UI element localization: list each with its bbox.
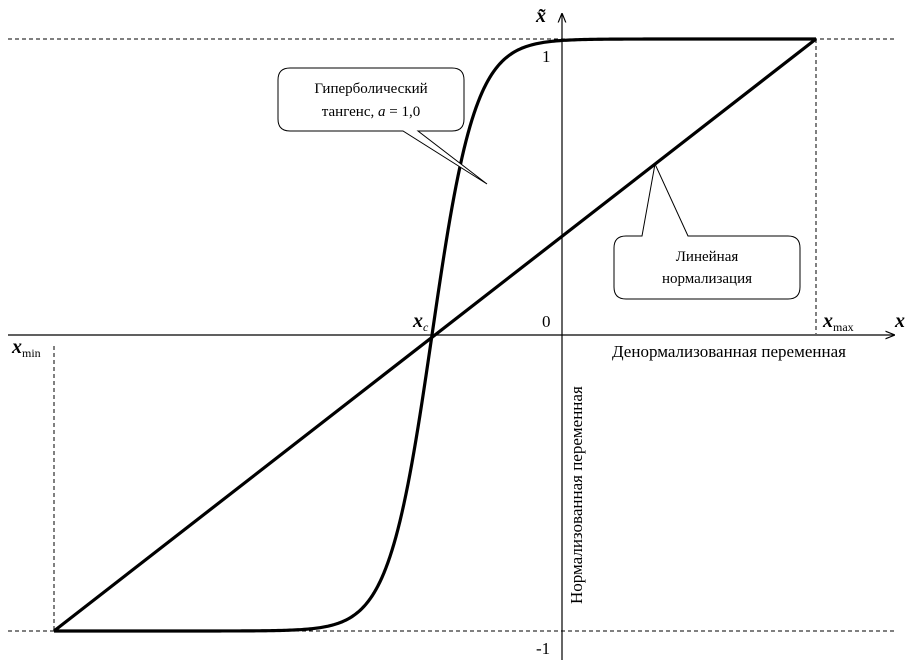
origin-label: 0 — [542, 312, 551, 331]
x-axis-caption: Денормализованная переменная — [612, 342, 846, 361]
linear-callout-line1: Линейная — [676, 249, 739, 265]
y-axis-caption: Нормализованная переменная — [567, 386, 586, 604]
linear-callout-line2: нормализация — [662, 271, 752, 287]
linear-callout: Линейная нормализация — [613, 162, 801, 300]
linear-normalization-line — [53, 37, 817, 633]
xmin-label: xmin — [11, 336, 41, 360]
tanh-curve — [54, 37, 816, 633]
tanh-callout: Гиперболический тангенс, a = 1,0 — [277, 67, 488, 185]
y-tick-1: 1 — [542, 47, 551, 66]
x-axis-symbol: x — [894, 310, 905, 332]
y-axis-symbol: x̃ — [535, 5, 547, 27]
xmax-label: xmax — [822, 310, 854, 334]
xc-label: xc — [412, 310, 429, 334]
tanh-callout-line2: тангенс, a = 1,0 — [322, 104, 420, 120]
tanh-callout-line1: Гиперболический — [314, 81, 427, 97]
y-tick-minus-1: -1 — [536, 639, 550, 658]
